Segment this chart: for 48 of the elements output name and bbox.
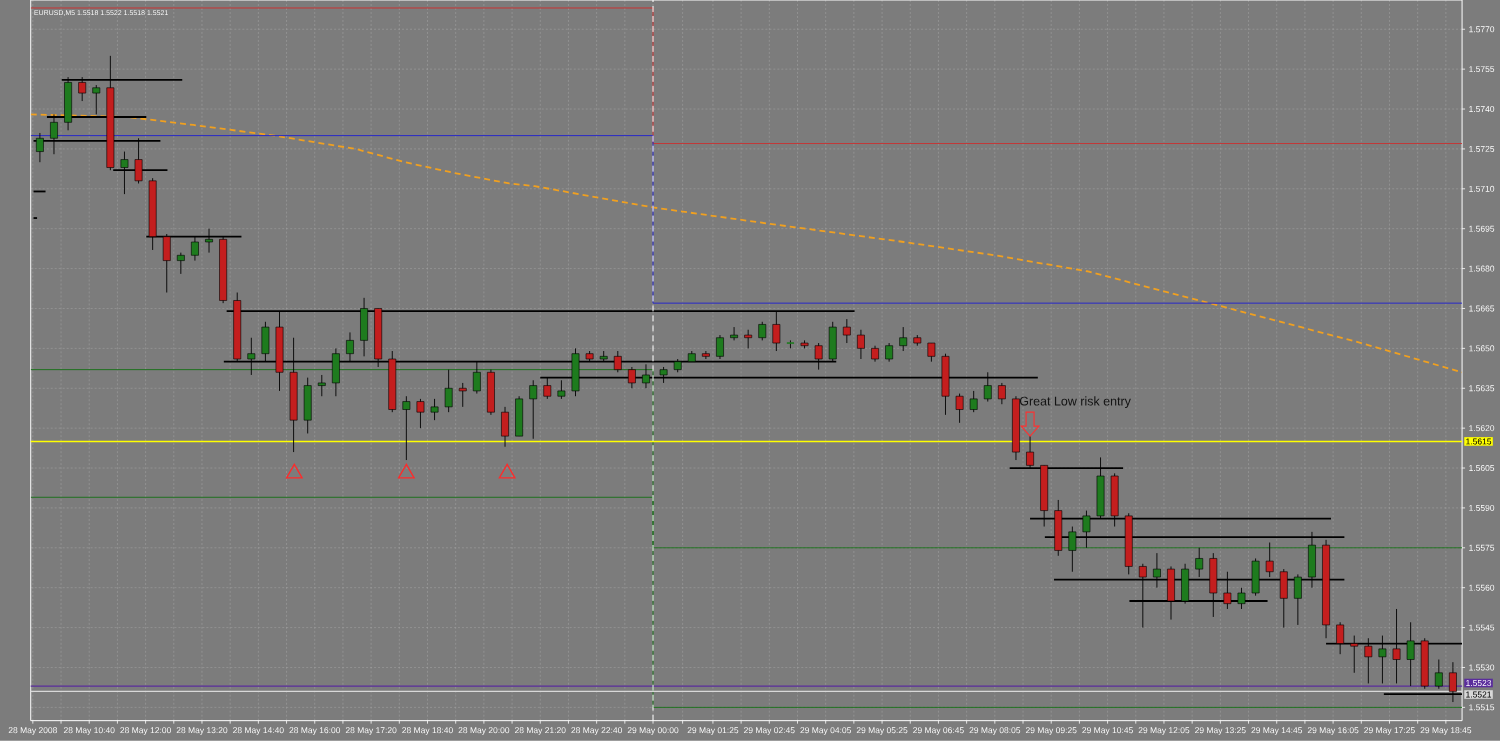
- y-tick-label: 1.5725: [1469, 146, 1495, 153]
- y-tick-label: 1.5635: [1469, 385, 1495, 392]
- x-tick-label: 28 May 17:20: [345, 727, 397, 736]
- y-tick-label: 1.5515: [1469, 704, 1495, 711]
- y-tick-label: 1.5650: [1469, 345, 1495, 352]
- x-tick-label: 28 May 18:40: [402, 727, 453, 736]
- x-tick-label: 29 May 17:25: [1364, 727, 1415, 736]
- x-tick-label: 29 May 05:25: [856, 727, 908, 736]
- x-tick-label: 28 May 20:00: [458, 727, 510, 736]
- y-tick-label: 1.5710: [1469, 186, 1495, 192]
- y-tick-label: 1.5755: [1469, 66, 1495, 73]
- y-tick-label: 1.5605: [1469, 465, 1495, 472]
- annotation: Great Low risk entry: [1019, 396, 1131, 409]
- ref-line-label: 1.5523: [1466, 680, 1492, 687]
- x-tick-label: 29 May 13:25: [1195, 727, 1246, 736]
- y-tick-label: 1.5575: [1469, 545, 1495, 551]
- x-tick-label: 29 May 10:45: [1082, 727, 1133, 736]
- x-tick-label: 29 May 18:45: [1420, 727, 1472, 736]
- y-tick-label: 1.5680: [1469, 265, 1495, 272]
- x-tick-label: 28 May 22:40: [571, 727, 622, 736]
- x-tick-label: 29 May 16:05: [1307, 727, 1359, 736]
- y-tick-label: 1.5560: [1469, 584, 1495, 591]
- y-tick-label: 1.5590: [1469, 505, 1495, 512]
- y-tick-label: 1.5740: [1469, 106, 1495, 113]
- y-tick-label: 1.5695: [1469, 225, 1495, 232]
- x-tick-label: 29 May 01:25: [687, 727, 739, 736]
- x-tick-label: 29 May 04:05: [800, 727, 852, 736]
- y-tick-label: 1.5545: [1469, 624, 1495, 631]
- x-tick-label: 29 May 12:05: [1138, 727, 1190, 736]
- x-tick-label: 29 May 06:45: [913, 727, 964, 736]
- x-tick-label: 29 May 02:45: [744, 727, 795, 736]
- x-tick-label: 28 May 2008: [8, 727, 57, 736]
- x-tick-label: 29 May 14:45: [1251, 727, 1303, 736]
- x-tick-label: 29 May 00:00: [627, 727, 679, 736]
- x-tick-label: 28 May 14:40: [233, 727, 284, 736]
- x-tick-label: 28 May 13:20: [176, 727, 228, 736]
- ref-line-label: 1.5521: [1466, 691, 1492, 698]
- y-tick-label: 1.5665: [1469, 305, 1495, 312]
- x-tick-label: 28 May 16:00: [289, 727, 341, 736]
- y-tick-label: 1.5770: [1469, 26, 1495, 33]
- x-tick-label: 29 May 09:25: [1025, 727, 1077, 736]
- x-tick-label: 29 May 08:05: [969, 727, 1021, 736]
- ref-line-label: 1.5615: [1466, 438, 1492, 445]
- y-tick-label: 1.5620: [1469, 425, 1495, 432]
- x-tick-label: 28 May 12:00: [120, 727, 171, 736]
- y-tick-label: 1.5530: [1469, 664, 1495, 671]
- x-tick-label: 28 May 10:40: [63, 727, 115, 736]
- x-tick-label: 28 May 21:20: [514, 727, 566, 736]
